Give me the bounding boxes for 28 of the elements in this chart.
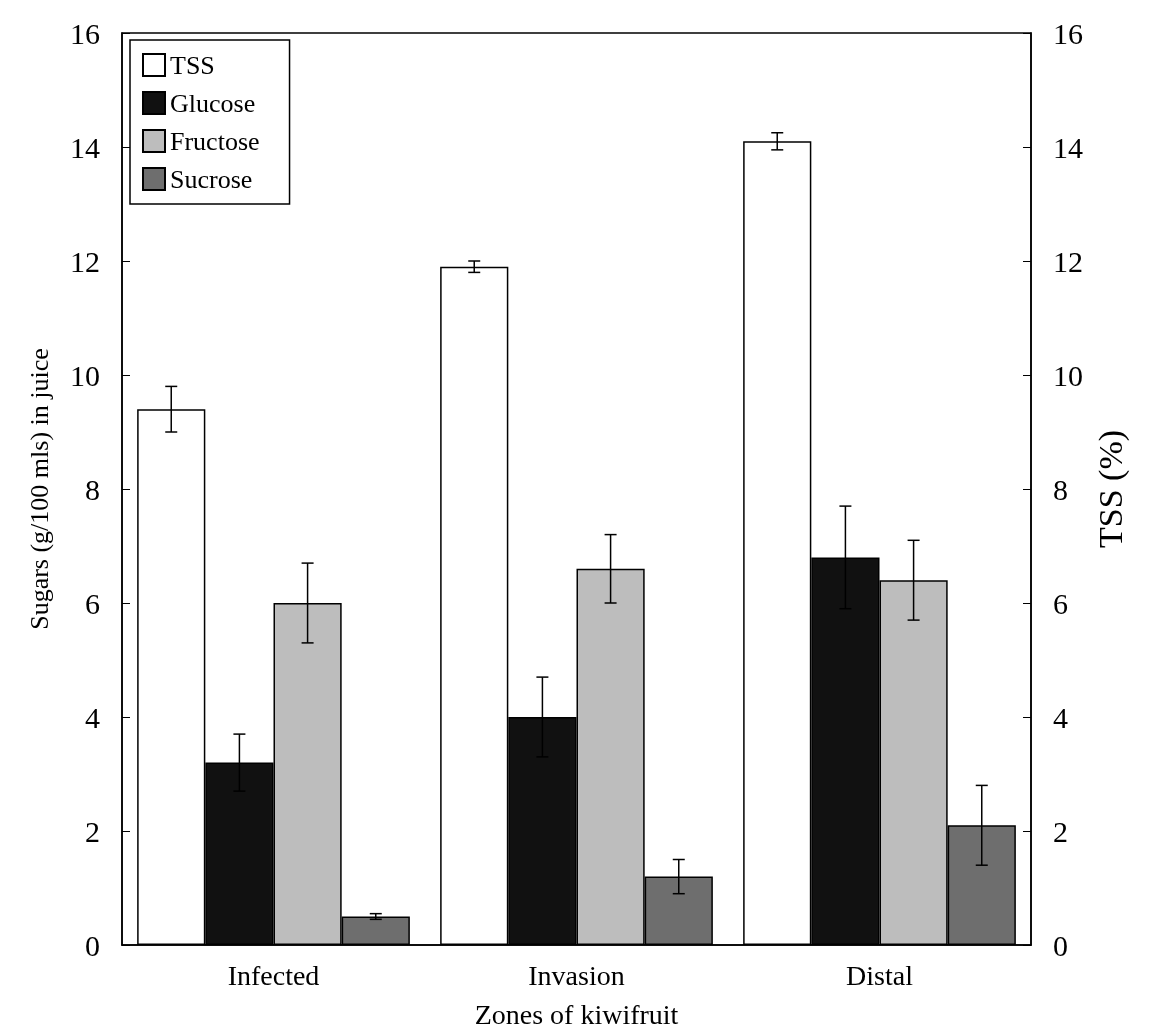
x-tick-label: Invasion [528,959,625,991]
x-axis-title: Zones of kiwifruit [474,998,679,1030]
legend-label: Glucose [170,88,256,118]
y-tick-label: 12 [70,244,100,278]
y2-tick-label: 0 [1053,928,1068,962]
y2-tick-label: 2 [1053,814,1068,848]
y-axis-title: Sugars (g/100 mls) in juice [24,348,54,630]
y2-tick-label: 6 [1053,586,1068,620]
y-tick-label: 10 [70,358,100,392]
y2-tick-label: 14 [1053,130,1083,164]
y2-tick-label: 10 [1053,358,1083,392]
y-tick-label: 8 [85,472,100,506]
legend-label: Sucrose [170,164,253,194]
y-tick-label: 0 [85,928,100,962]
legend-label: TSS [170,50,215,80]
y-tick-label: 14 [70,130,100,164]
y2-tick-label: 16 [1053,16,1083,50]
y-tick-label: 6 [85,586,100,620]
y-tick-label: 4 [85,700,100,734]
x-tick-label: Distal [846,959,914,991]
legend-label: Fructose [170,126,260,156]
y-tick-label: 16 [70,16,100,50]
x-tick-label: Infected [227,959,320,991]
y-tick-label: 2 [85,814,100,848]
y2-tick-label: 8 [1053,472,1068,506]
y2-tick-label: 4 [1053,700,1068,734]
y2-axis-title: TSS (%) [1092,429,1131,549]
y2-tick-label: 12 [1053,244,1083,278]
